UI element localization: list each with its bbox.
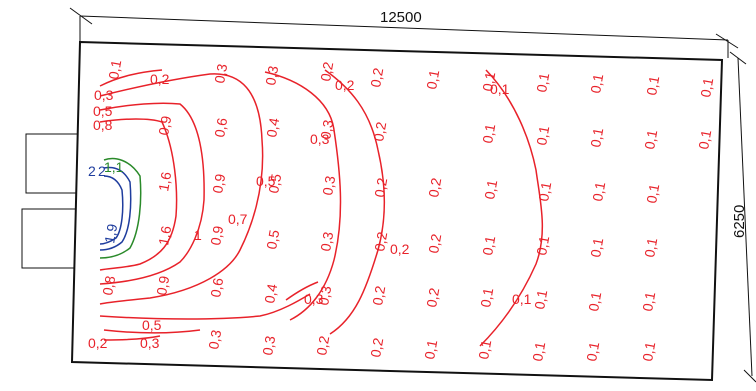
- dimension-height-label: 6250: [731, 205, 748, 238]
- grid-label: 0,4: [261, 282, 280, 304]
- grid-label: 0,1: [697, 76, 716, 98]
- contour-label-green: 1,1: [104, 159, 124, 175]
- grid-label: 0,2: [369, 284, 388, 306]
- contour-label: 0,9: [153, 274, 172, 296]
- grid-label: 0,1: [479, 234, 498, 256]
- green-contour: [99, 157, 142, 259]
- contour-label: 0,3: [205, 328, 224, 350]
- grid-label: 0,2: [425, 232, 444, 254]
- grid-label: 0,1: [643, 74, 662, 96]
- dimension-right: [729, 51, 756, 383]
- grid-label: 0,5: [265, 172, 284, 194]
- room-outline: [70, 40, 724, 382]
- grid-label: 0,1: [421, 338, 440, 360]
- contour-label: 0,5: [93, 103, 113, 119]
- grid-label: 0,1: [641, 236, 660, 258]
- contour-label: 0,2: [317, 60, 336, 82]
- contour-label: 0,2: [335, 77, 355, 93]
- grid-label: 0,1: [639, 340, 658, 362]
- contour-label: 0,5: [256, 173, 276, 189]
- contour-label: 0,3: [140, 335, 160, 351]
- contour-label: 0,1: [512, 291, 532, 307]
- grid-label: 0,2: [367, 336, 386, 358]
- contour-label: 0,3: [94, 87, 114, 103]
- contour-label: 0,2: [150, 71, 170, 87]
- contour-label: 0,9: [207, 224, 226, 246]
- grid-label: 0,2: [425, 176, 444, 198]
- contour-label: 0,2: [88, 335, 108, 351]
- grid-label: 0,1: [481, 178, 500, 200]
- grid-label: 0,1: [583, 340, 602, 362]
- contour-label-blue: 1,9: [101, 222, 120, 244]
- grid-label: 0,2: [371, 230, 390, 252]
- contour-label: 0,7: [228, 211, 248, 227]
- grid-label: 0,3: [317, 230, 336, 252]
- contour-label: 0,3: [304, 291, 324, 307]
- contour-label: 0,3: [310, 131, 330, 147]
- contour-label: 0,2: [390, 241, 410, 257]
- inner-labels: 0,1 0,2 0,3 0,2 0,2 0,1 0,3 0,5 0,8 0,9 …: [88, 58, 532, 351]
- grid-label: 0,1: [477, 286, 496, 308]
- grid-label: 0,2: [423, 286, 442, 308]
- grid-label: 0,2: [371, 176, 390, 198]
- contour-label: 0,1: [490, 81, 510, 97]
- grid-label: 0,3: [315, 284, 334, 306]
- grid-label: 0,1: [535, 180, 554, 202]
- grid-label: 0,1: [533, 124, 552, 146]
- contour-label: 1,6: [155, 224, 174, 246]
- grid-label: 0,1: [479, 122, 498, 144]
- grid-label: 0,1: [641, 128, 660, 150]
- contour-label: 1: [194, 227, 202, 243]
- grid-label: 0,1: [529, 340, 548, 362]
- grid-label: 0,1: [423, 68, 442, 90]
- contour-label: 0,6: [211, 116, 230, 138]
- grid-label: 0,1: [585, 290, 604, 312]
- grid-label: 0,1: [639, 290, 658, 312]
- grid-label: 0,3: [262, 64, 281, 86]
- contour-label: 0,9: [209, 172, 228, 194]
- grid-label: 0,1: [589, 180, 608, 202]
- contour-label: 1,6: [155, 170, 174, 192]
- grid-label: 0,2: [313, 334, 332, 356]
- dimension-top: [69, 7, 739, 58]
- grid-label: 0,3: [317, 118, 336, 140]
- grid-labels: 0,3 0,2 0,1 0,1 0,1 0,1 0,1 0,1 0,4 0,3 …: [259, 64, 716, 362]
- grid-label: 0,5: [263, 228, 282, 250]
- grid-label: 0,1: [475, 338, 494, 360]
- grid-label: 0,1: [533, 234, 552, 256]
- contour-label: 0,8: [93, 117, 113, 133]
- contour-label: 0,8: [99, 274, 118, 296]
- grid-label: 0,1: [587, 236, 606, 258]
- dimension-width-label: 12500: [380, 9, 422, 26]
- grid-label: 0,1: [643, 182, 662, 204]
- grid-label: 0,3: [259, 334, 278, 356]
- grid-label: 0,1: [479, 70, 498, 92]
- grid-label: 0,1: [533, 71, 552, 93]
- contour-label-blue: 2: [98, 163, 106, 179]
- contour-label: 0,9: [155, 114, 174, 136]
- contour-label: 0,6: [207, 276, 226, 298]
- grid-label: 0,1: [587, 126, 606, 148]
- grid-label: 0,2: [370, 120, 389, 142]
- blue-contours: [99, 166, 132, 251]
- contour-label: 0,5: [142, 317, 162, 333]
- left-openings: [21, 133, 78, 269]
- contour-label-blue: 2: [88, 163, 96, 179]
- contour-label: 0,1: [105, 58, 124, 80]
- grid-label: 0,3: [319, 174, 338, 196]
- grid-label: 0,1: [531, 288, 550, 310]
- red-contours: [99, 69, 544, 347]
- contour-label: 0,3: [211, 62, 230, 84]
- grid-label: 0,2: [367, 66, 386, 88]
- grid-label: 0,1: [695, 128, 714, 150]
- grid-label: 0,4: [263, 116, 282, 138]
- grid-label: 0,1: [587, 72, 606, 94]
